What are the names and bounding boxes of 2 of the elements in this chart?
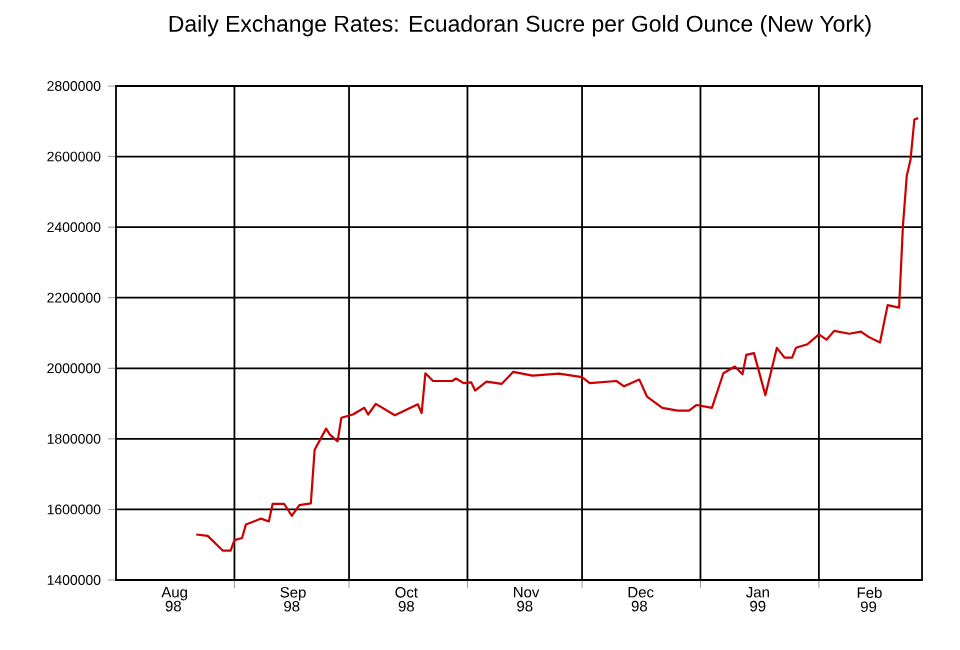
chart-title: Daily Exchange Rates: Ecuadoran Sucre per Gold Ounce (New York) xyxy=(169,15,871,37)
line-series xyxy=(195,117,920,552)
